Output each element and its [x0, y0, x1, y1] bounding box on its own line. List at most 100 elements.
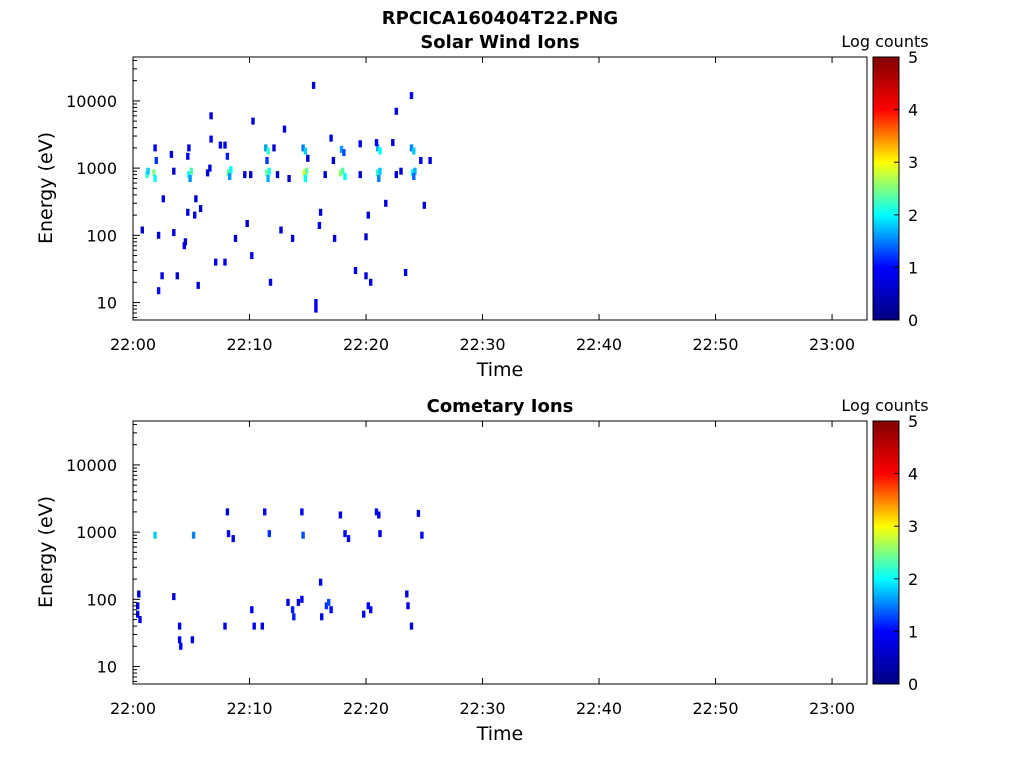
x-tick-label: 22:50 [692, 335, 738, 354]
y-tick-label: 10 [97, 294, 117, 313]
heatmap-cell [154, 157, 158, 164]
colorbar-ticks: 0 1 2 3 4 5 [894, 48, 918, 330]
heatmap-cell [420, 531, 424, 539]
heatmap-cell [301, 531, 305, 539]
y-axis-ticks: 10 100 1000 10000 [66, 59, 140, 318]
heatmap-cell [410, 169, 415, 177]
heatmap-cell [196, 281, 200, 289]
heatmap-cell [136, 602, 140, 610]
heatmap-cell [182, 242, 186, 250]
heatmap-cell [228, 173, 232, 180]
y-tick-label: 1000 [76, 523, 117, 542]
heatmap-cell [369, 278, 373, 286]
x-tick-label: 22:10 [226, 699, 272, 718]
heatmap-cell [412, 173, 416, 180]
heatmap-cell [172, 593, 176, 601]
heatmap-cell [346, 535, 351, 543]
y-tick-label: 100 [86, 590, 117, 609]
heatmap-cell [263, 508, 267, 516]
heatmap-cell [329, 606, 333, 614]
heatmap-cell [412, 147, 416, 155]
heatmap-cell [338, 169, 343, 177]
heatmap-cell [317, 222, 322, 229]
heatmap-cell [416, 509, 421, 517]
heatmap-cell [366, 602, 370, 610]
heatmap-cell [422, 201, 426, 209]
heatmap-cell [226, 530, 231, 538]
x-tick-label: 22:40 [576, 699, 622, 718]
heatmap-cell [146, 167, 150, 175]
x-tick-label: 22:20 [343, 335, 389, 354]
heatmap-cell [191, 531, 196, 539]
heatmap-cell [364, 272, 368, 280]
heatmap-cell [161, 195, 165, 203]
heatmap-cell [136, 610, 140, 618]
heatmap-cell [376, 169, 380, 177]
colorbar-tick-label: 0 [908, 311, 918, 330]
colorbar-tick-label: 5 [908, 412, 918, 431]
heatmap-cell [300, 508, 304, 516]
heatmap-cell [187, 144, 191, 152]
heatmap-cell [267, 167, 271, 175]
heatmap-cell [343, 530, 347, 538]
x-axis-label: Time [476, 359, 524, 381]
heatmap-cell [409, 144, 414, 152]
heatmap-cell [327, 598, 331, 606]
heatmap-cell [377, 511, 381, 519]
heatmap-cell [369, 606, 373, 614]
x-tick-label: 23:00 [809, 335, 855, 354]
heatmap-cell [156, 231, 161, 239]
heatmap-cell [218, 141, 223, 149]
heatmap-cell [250, 252, 254, 260]
panel-title: Solar Wind Ions [420, 32, 579, 53]
colorbar [872, 420, 900, 685]
heatmap-cell [272, 144, 276, 152]
x-tick-label: 22:00 [110, 699, 156, 718]
heatmap-cell [223, 622, 227, 630]
heatmap-cell [268, 278, 273, 286]
heatmap-cell [169, 150, 174, 158]
heatmap-cell [339, 145, 344, 153]
heatmap-cell [324, 602, 329, 610]
heatmap-cell [286, 598, 290, 606]
heatmap-cell [198, 205, 203, 213]
x-tick-label: 22:20 [343, 699, 389, 718]
heatmap-cell [331, 157, 336, 164]
heatmap-cell [378, 530, 382, 538]
heatmap-cell [231, 535, 235, 543]
heatmap-cell [358, 171, 362, 179]
heatmap-cell [156, 287, 161, 295]
heatmap-cell [300, 595, 304, 603]
heatmap-cell [205, 169, 210, 177]
heatmap-cell [362, 610, 366, 618]
heatmap-cell [399, 167, 403, 175]
heatmap-cell [419, 157, 423, 164]
x-axis-label: Time [476, 723, 524, 745]
heatmap-cell [243, 171, 247, 179]
heatmap-cell [177, 636, 182, 644]
heatmap-cell [265, 157, 269, 164]
heatmap-cell [374, 139, 379, 147]
y-axis-label: Energy (eV) [35, 496, 57, 608]
figure-title: RPCICA160404T22.PNG [382, 8, 618, 29]
colorbar-tick-label: 3 [908, 153, 918, 172]
heatmap-cell [266, 175, 270, 182]
heatmap-cell [140, 226, 144, 234]
heatmap-cell [320, 613, 324, 621]
heatmap-cell [290, 606, 295, 614]
heatmap-cell [153, 531, 157, 539]
colorbar [872, 56, 900, 321]
heatmap-cell [193, 211, 197, 219]
heatmap-cell [225, 508, 230, 516]
x-axis-ticks: 22:00 22:10 22:20 22:30 22:40 22:50 23:00 [110, 421, 855, 718]
heatmap-cell [329, 134, 333, 142]
x-tick-label: 22:40 [576, 335, 622, 354]
x-axis-ticks: 22:00 22:10 22:20 22:30 22:40 22:50 23:00 [110, 57, 855, 354]
heatmap-cell [233, 234, 238, 242]
heatmap-cell [225, 152, 230, 160]
heatmap-cell [183, 238, 188, 246]
heatmap-cell [177, 622, 182, 630]
heatmap-cell [303, 147, 308, 155]
y-tick-label: 100 [86, 226, 117, 245]
